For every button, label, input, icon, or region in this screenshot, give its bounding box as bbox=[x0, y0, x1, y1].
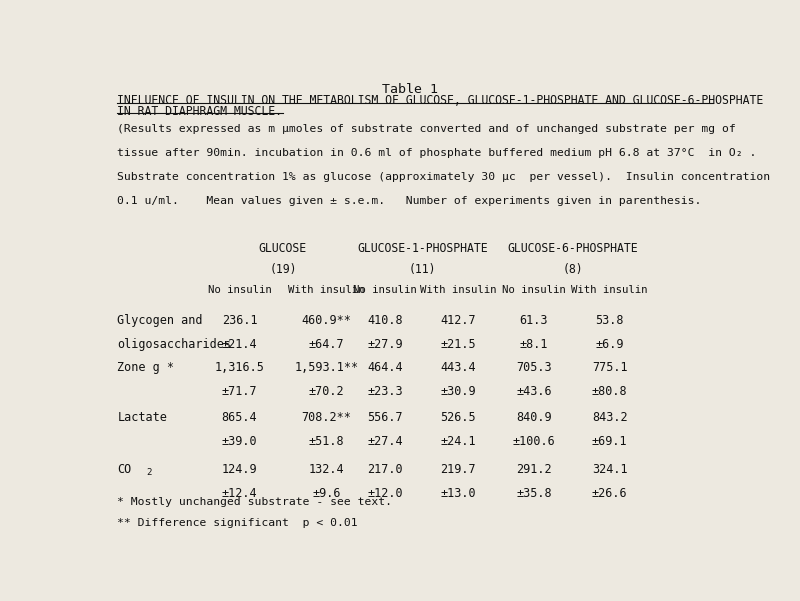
Text: 412.7: 412.7 bbox=[441, 314, 476, 327]
Text: ±35.8: ±35.8 bbox=[516, 487, 552, 500]
Text: ±70.2: ±70.2 bbox=[309, 385, 344, 398]
Text: With insulin: With insulin bbox=[288, 285, 365, 295]
Text: 464.4: 464.4 bbox=[367, 361, 403, 374]
Text: 2: 2 bbox=[146, 468, 152, 477]
Text: * Mostly unchanged substrate - see text.: * Mostly unchanged substrate - see text. bbox=[118, 497, 392, 507]
Text: 556.7: 556.7 bbox=[367, 411, 403, 424]
Text: 324.1: 324.1 bbox=[592, 463, 627, 476]
Text: 775.1: 775.1 bbox=[592, 361, 627, 374]
Text: 840.9: 840.9 bbox=[516, 411, 552, 424]
Text: 291.2: 291.2 bbox=[516, 463, 552, 476]
Text: ±12.4: ±12.4 bbox=[222, 487, 258, 500]
Text: ±100.6: ±100.6 bbox=[513, 435, 555, 448]
Text: 443.4: 443.4 bbox=[441, 361, 476, 374]
Text: ±6.9: ±6.9 bbox=[595, 338, 624, 351]
Text: ±64.7: ±64.7 bbox=[309, 338, 344, 351]
Text: With insulin: With insulin bbox=[420, 285, 497, 295]
Text: (11): (11) bbox=[409, 263, 436, 276]
Text: No insulin: No insulin bbox=[208, 285, 271, 295]
Text: No insulin: No insulin bbox=[354, 285, 417, 295]
Text: ±13.0: ±13.0 bbox=[441, 487, 476, 500]
Text: No insulin: No insulin bbox=[502, 285, 566, 295]
Text: tissue after 90min. incubation in 0.6 ml of phosphate buffered medium pH 6.8 at : tissue after 90min. incubation in 0.6 ml… bbox=[118, 148, 757, 158]
Text: 526.5: 526.5 bbox=[441, 411, 476, 424]
Text: GLUCOSE-1-PHOSPHATE: GLUCOSE-1-PHOSPHATE bbox=[357, 242, 488, 255]
Text: CO: CO bbox=[118, 463, 132, 476]
Text: 53.8: 53.8 bbox=[595, 314, 624, 327]
Text: ±80.8: ±80.8 bbox=[592, 385, 627, 398]
Text: With insulin: With insulin bbox=[571, 285, 648, 295]
Text: 410.8: 410.8 bbox=[367, 314, 403, 327]
Text: ±21.4: ±21.4 bbox=[222, 338, 258, 351]
Text: 708.2**: 708.2** bbox=[302, 411, 351, 424]
Text: ±12.0: ±12.0 bbox=[367, 487, 403, 500]
Text: ±26.6: ±26.6 bbox=[592, 487, 627, 500]
Text: INFLUENCE OF INSULIN ON THE METABOLISM OF GLUCOSE, GLUCOSE-1-PHOSPHATE AND GLUCO: INFLUENCE OF INSULIN ON THE METABOLISM O… bbox=[118, 94, 764, 108]
Text: (Results expressed as m μmoles of substrate converted and of unchanged substrate: (Results expressed as m μmoles of substr… bbox=[118, 124, 736, 134]
Text: ±8.1: ±8.1 bbox=[520, 338, 548, 351]
Text: ±51.8: ±51.8 bbox=[309, 435, 344, 448]
Text: 460.9**: 460.9** bbox=[302, 314, 351, 327]
Text: ±9.6: ±9.6 bbox=[312, 487, 341, 500]
Text: ±27.4: ±27.4 bbox=[367, 435, 403, 448]
Text: 132.4: 132.4 bbox=[309, 463, 344, 476]
Text: Table 1: Table 1 bbox=[382, 83, 438, 96]
Text: ±43.6: ±43.6 bbox=[516, 385, 552, 398]
Text: 1,593.1**: 1,593.1** bbox=[294, 361, 358, 374]
Text: ±30.9: ±30.9 bbox=[441, 385, 476, 398]
Text: 124.9: 124.9 bbox=[222, 463, 258, 476]
Text: ±71.7: ±71.7 bbox=[222, 385, 258, 398]
Text: ±24.1: ±24.1 bbox=[441, 435, 476, 448]
Text: ±69.1: ±69.1 bbox=[592, 435, 627, 448]
Text: Substrate concentration 1% as glucose (approximately 30 μc  per vessel).  Insuli: Substrate concentration 1% as glucose (a… bbox=[118, 172, 770, 182]
Text: Lactate: Lactate bbox=[118, 411, 167, 424]
Text: ±27.9: ±27.9 bbox=[367, 338, 403, 351]
Text: 217.0: 217.0 bbox=[367, 463, 403, 476]
Text: ±21.5: ±21.5 bbox=[441, 338, 476, 351]
Text: 236.1: 236.1 bbox=[222, 314, 258, 327]
Text: Glycogen and: Glycogen and bbox=[118, 314, 203, 327]
Text: 61.3: 61.3 bbox=[520, 314, 548, 327]
Text: (8): (8) bbox=[562, 263, 582, 276]
Text: 0.1 u/ml.    Mean values given ± s.e.m.   Number of experiments given in parenth: 0.1 u/ml. Mean values given ± s.e.m. Num… bbox=[118, 196, 702, 206]
Text: IN RAT DIAPHRAGM MUSCLE.: IN RAT DIAPHRAGM MUSCLE. bbox=[118, 105, 282, 118]
Text: 1,316.5: 1,316.5 bbox=[214, 361, 265, 374]
Text: 843.2: 843.2 bbox=[592, 411, 627, 424]
Text: (19): (19) bbox=[269, 263, 297, 276]
Text: ±23.3: ±23.3 bbox=[367, 385, 403, 398]
Text: oligosaccharides: oligosaccharides bbox=[118, 338, 231, 351]
Text: ** Difference significant  p < 0.01: ** Difference significant p < 0.01 bbox=[118, 518, 358, 528]
Text: ±39.0: ±39.0 bbox=[222, 435, 258, 448]
Text: Zone g *: Zone g * bbox=[118, 361, 174, 374]
Text: 705.3: 705.3 bbox=[516, 361, 552, 374]
Text: GLUCOSE: GLUCOSE bbox=[259, 242, 307, 255]
Text: GLUCOSE-6-PHOSPHATE: GLUCOSE-6-PHOSPHATE bbox=[507, 242, 638, 255]
Text: 865.4: 865.4 bbox=[222, 411, 258, 424]
Text: 219.7: 219.7 bbox=[441, 463, 476, 476]
